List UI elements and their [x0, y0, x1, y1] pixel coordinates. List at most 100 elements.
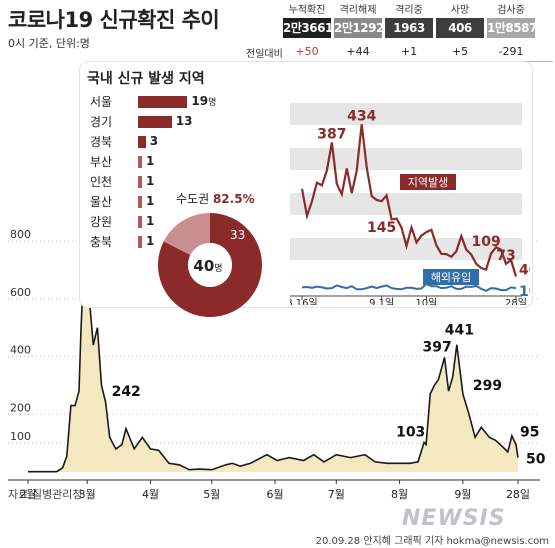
x-tick-label: 6월 — [266, 488, 283, 501]
source-text: 자료:질병관리청 — [8, 488, 83, 501]
grid-band — [290, 103, 522, 125]
stat-2: 격리중 1963 — [385, 4, 433, 38]
stat-delta: +50 — [295, 45, 319, 58]
credit-text: 20.09.28 안지혜 그래픽 기자 hokma@newsis.com — [315, 536, 549, 547]
page-subtitle: 0시 기준, 단위:명 — [8, 37, 90, 50]
series-tag-local-label: 지역발생 — [408, 176, 448, 189]
line-value-label: 145 — [367, 220, 396, 236]
donut-percent: 82.5% — [212, 192, 255, 206]
line-value-label: 434 — [347, 108, 376, 124]
region-bar — [138, 236, 142, 248]
region-bar — [138, 196, 142, 208]
region-value: 1 — [146, 154, 155, 168]
stat-label: 누적확진 — [288, 5, 326, 16]
stat-4: 검사중 1만8587 — [487, 4, 537, 38]
series-line-local — [300, 124, 518, 277]
x-tick-label: 2월 — [19, 488, 36, 501]
x-tick-label: 3월 — [79, 488, 96, 501]
stat-value: 1만8587 — [487, 18, 537, 38]
y-tick-label: 200 — [10, 401, 31, 414]
region-value: 13 — [175, 114, 193, 128]
series-tag-imported — [423, 269, 479, 285]
value-label: 95 — [520, 425, 539, 441]
region-value: 1 — [146, 174, 155, 188]
region-bar — [138, 136, 146, 148]
region-value: 1 — [146, 194, 155, 208]
donut-label: 수도권 82.5% — [176, 192, 255, 206]
grid-band — [290, 193, 522, 215]
line-value-label: 40 — [519, 263, 530, 279]
donut-slice-other — [163, 213, 210, 256]
y-tick-label: 600 — [10, 286, 31, 299]
line-value-label: 109 — [472, 234, 501, 250]
value-label: 441 — [445, 323, 474, 339]
inset-x-tick-label: 9.1일 — [369, 297, 394, 305]
stat-0: 누적확진 2만3661 — [283, 4, 333, 38]
region-name: 울산 — [90, 195, 113, 209]
line-value-label: 10 — [519, 284, 530, 300]
line-value-label: 387 — [317, 126, 346, 142]
region-bar — [138, 116, 172, 128]
stat-label: 격리중 — [395, 5, 423, 16]
line-value-label: 73 — [496, 248, 515, 264]
stat-label: 검사중 — [497, 5, 525, 16]
region-value: 19명 — [191, 94, 217, 108]
region-bar — [138, 176, 142, 188]
region-value: 3 — [149, 134, 159, 148]
region-value: 1 — [146, 234, 155, 248]
stat-label: 격리해제 — [339, 5, 377, 16]
area-fill — [28, 238, 518, 472]
stats-divider — [240, 61, 553, 62]
stat-delta: +5 — [451, 45, 469, 58]
region-name: 경북 — [90, 135, 113, 149]
y-tick-label: 100 — [10, 430, 31, 443]
value-label: 397 — [423, 339, 452, 355]
series-tag-imported-label: 해외유입 — [431, 270, 471, 284]
stat-value: 406 — [436, 18, 484, 38]
y-tick-label: 800 — [10, 228, 31, 241]
donut-part-label: 33 — [230, 228, 245, 242]
x-tick-label: 4월 — [142, 488, 159, 501]
region-bar — [138, 156, 142, 168]
donut-total-unit: 명 — [214, 263, 222, 274]
donut-slice-metro — [157, 213, 262, 317]
delta-label: 전일대비 — [246, 49, 283, 60]
stat-1: 격리해제 2만1292 — [334, 4, 384, 38]
series-line-imported — [301, 282, 517, 292]
value-label: 299 — [473, 378, 502, 394]
stat-delta: +44 — [346, 45, 370, 58]
stat-value: 1963 — [385, 18, 433, 38]
inset-x-tick-label: 28일 — [505, 297, 527, 305]
stat-delta: +1 — [400, 45, 418, 58]
page-title: 코로나19 신규확진 추이 — [8, 8, 220, 32]
grid-band — [290, 148, 522, 170]
region-name: 부산 — [90, 155, 113, 169]
region-name: 인천 — [90, 175, 113, 189]
watermark-logo: NEWSIS — [402, 506, 506, 531]
region-bar — [138, 96, 188, 108]
series-tag-local — [400, 174, 456, 190]
stat-3: 사망 406 — [436, 4, 484, 38]
region-name: 충북 — [90, 235, 113, 249]
stat-delta: -291 — [498, 45, 524, 58]
stat-value: 2만3661 — [283, 18, 333, 38]
x-tick-label: 7월 — [328, 488, 345, 501]
donut-hole — [188, 243, 232, 287]
stat-value: 2만1292 — [334, 18, 384, 38]
inset-x-tick-label: 10일 — [415, 297, 437, 305]
inset-title: 국내 신규 발생 지역 — [87, 71, 205, 87]
region-value: 1 — [146, 214, 155, 228]
value-label: 103 — [396, 424, 425, 440]
x-tick-label: 28일 — [506, 487, 530, 501]
value-label: 50 — [526, 452, 546, 468]
y-tick-label: 400 — [10, 344, 31, 357]
x-tick-label: 5월 — [203, 488, 220, 501]
region-name: 경기 — [90, 115, 113, 129]
region-name: 강원 — [90, 215, 113, 229]
stat-label: 사망 — [450, 5, 470, 16]
x-tick-label: 9월 — [454, 488, 471, 501]
